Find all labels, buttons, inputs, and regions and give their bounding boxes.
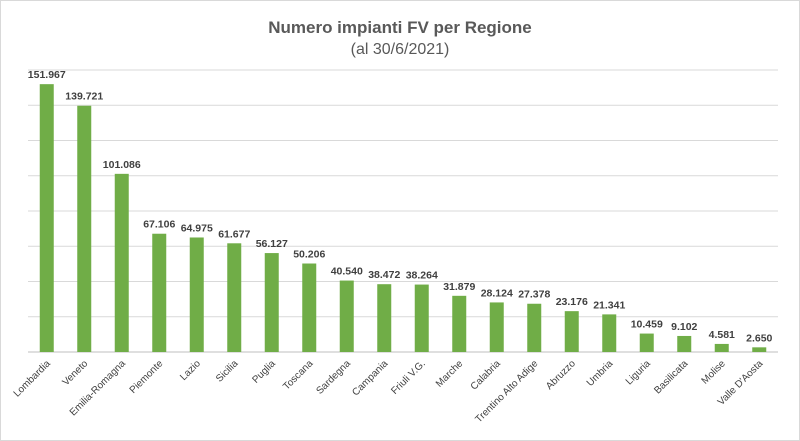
- bar: [452, 295, 467, 352]
- bar: [377, 284, 392, 352]
- data-label: 27.378: [518, 289, 550, 301]
- category-label: Molise: [700, 358, 729, 387]
- bar: [264, 253, 279, 352]
- data-label: 50.206: [293, 249, 325, 261]
- bars: [39, 84, 767, 353]
- bar: [639, 333, 654, 352]
- bar: [564, 311, 579, 352]
- bar: [39, 84, 54, 352]
- bar: [302, 263, 317, 352]
- chart-title: Numero impianti FV per Regione: [268, 18, 532, 37]
- category-label: Sicilia: [214, 358, 241, 385]
- bar: [752, 347, 767, 352]
- data-label: 38.264: [406, 270, 438, 282]
- data-label: 64.975: [181, 222, 213, 234]
- gridlines: [28, 69, 778, 353]
- category-label: Umbria: [585, 358, 616, 389]
- bar: [527, 303, 542, 352]
- bar: [677, 335, 692, 352]
- bar: [489, 302, 504, 352]
- category-label: Calabria: [469, 358, 503, 392]
- category-label: Marche: [434, 358, 466, 390]
- data-label: 23.176: [556, 296, 588, 308]
- bar: [152, 233, 167, 352]
- category-label: Campania: [350, 358, 390, 398]
- bar: [602, 314, 617, 352]
- category-label: Toscana: [281, 358, 315, 392]
- data-labels: 151.967 139.721 101.086 67.106 64.975 61.677 5…: [28, 69, 773, 344]
- bar: [77, 105, 92, 353]
- data-label: 151.967: [28, 69, 66, 81]
- data-label: 61.677: [218, 228, 250, 240]
- bar: [114, 173, 129, 352]
- bar: [414, 284, 429, 352]
- category-label: Basilicata: [652, 358, 690, 396]
- bar: [714, 343, 729, 352]
- data-label: 31.879: [443, 281, 475, 293]
- data-label: 10.459: [631, 319, 663, 331]
- data-label: 101.086: [103, 159, 141, 171]
- data-label: 67.106: [143, 219, 175, 231]
- category-label: Puglia: [250, 358, 278, 386]
- category-label: Trentino Alto Adige: [473, 358, 540, 425]
- category-label: Piemonte: [128, 358, 166, 396]
- category-label: Abruzzo: [544, 358, 578, 392]
- category-label: Liguria: [624, 358, 653, 387]
- data-label: 56.127: [256, 238, 288, 250]
- category-label: Veneto: [61, 358, 91, 388]
- bar: [339, 280, 354, 352]
- data-label: 28.124: [481, 287, 513, 299]
- bar: [189, 237, 204, 352]
- category-label: Lazio: [178, 358, 203, 383]
- category-label: Lombardia: [12, 358, 53, 399]
- category-label: Sardegna: [314, 358, 353, 397]
- data-label: 139.721: [65, 91, 103, 103]
- data-label: 38.472: [368, 269, 400, 281]
- chart-subtitle: (al 30/6/2021): [350, 41, 450, 58]
- data-label: 9.102: [671, 321, 697, 333]
- data-label: 4.581: [709, 329, 735, 341]
- data-label: 21.341: [593, 299, 625, 311]
- bar: [227, 243, 242, 352]
- data-label: 2.650: [746, 332, 772, 344]
- data-label: 40.540: [331, 266, 363, 278]
- category-label: Friuli V.G.: [389, 358, 428, 397]
